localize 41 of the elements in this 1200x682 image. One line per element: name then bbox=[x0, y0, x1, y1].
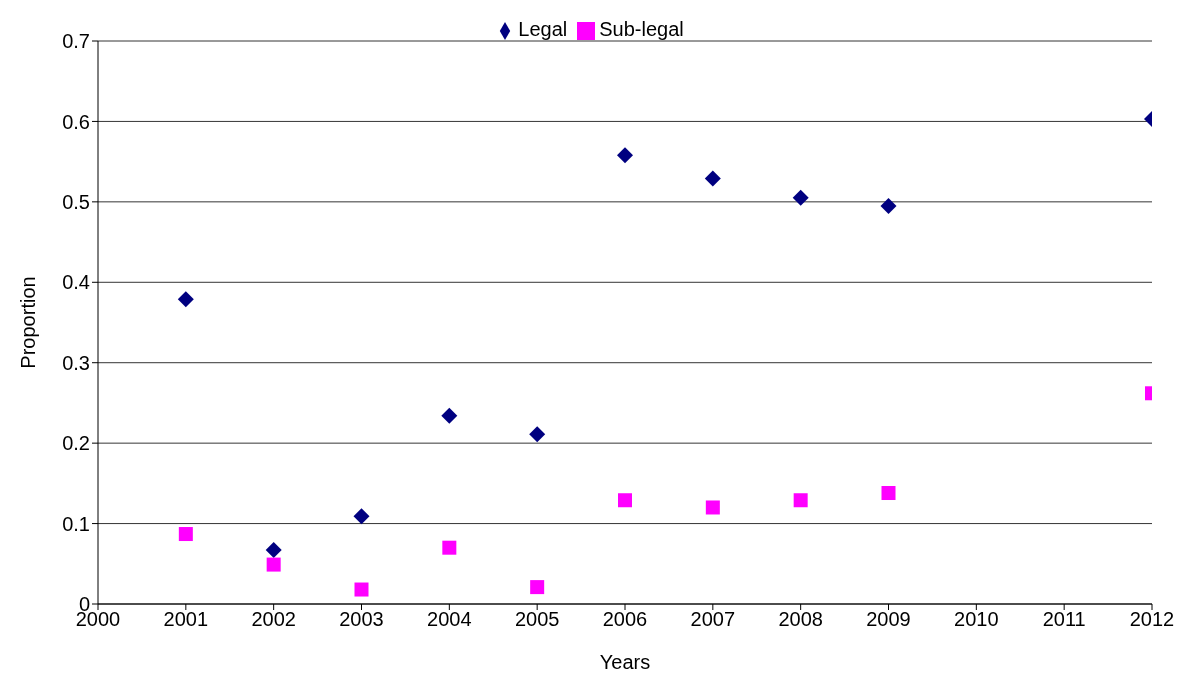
x-tick-label: 2003 bbox=[339, 608, 384, 631]
point bbox=[881, 486, 896, 501]
x-tick-label: 2012 bbox=[1129, 608, 1175, 631]
y-tick-label: 0.3 bbox=[62, 351, 90, 374]
point bbox=[177, 291, 194, 308]
x-tick-label: 2008 bbox=[778, 608, 823, 631]
y-tick-label: 0.4 bbox=[62, 271, 90, 294]
y-axis-title: Proportion bbox=[17, 276, 40, 369]
y-tick-label: 0.1 bbox=[62, 512, 90, 535]
x-tick-label: 2001 bbox=[163, 608, 209, 631]
y-tick-label: 0.6 bbox=[62, 110, 90, 133]
point bbox=[617, 147, 633, 164]
point bbox=[529, 426, 546, 443]
x-tick-label: 2009 bbox=[866, 608, 911, 631]
point bbox=[792, 189, 809, 206]
point bbox=[704, 170, 721, 187]
x-tick-label: 2002 bbox=[251, 608, 296, 631]
y-tick-label: 0.7 bbox=[62, 30, 90, 53]
point bbox=[265, 542, 282, 559]
x-tick-label: 2010 bbox=[954, 608, 999, 631]
point bbox=[178, 527, 193, 542]
legend-label: Sub-legal bbox=[599, 18, 684, 40]
x-tick-label: 2011 bbox=[1042, 608, 1086, 631]
x-tick-label: 2007 bbox=[690, 608, 736, 631]
legend-label: Legal bbox=[518, 18, 568, 40]
point bbox=[354, 582, 369, 597]
point bbox=[793, 493, 808, 508]
point bbox=[266, 557, 281, 572]
point bbox=[353, 508, 370, 525]
point bbox=[880, 197, 897, 214]
x-tick-label: 2004 bbox=[427, 608, 472, 631]
point bbox=[530, 580, 545, 595]
point bbox=[441, 407, 458, 424]
x-tick-label: 2006 bbox=[602, 608, 648, 631]
point bbox=[618, 493, 632, 508]
point bbox=[705, 500, 720, 515]
x-axis-title: Years bbox=[599, 651, 651, 673]
y-tick-label: 0.5 bbox=[62, 190, 90, 213]
y-tick-label: 0.2 bbox=[62, 432, 90, 455]
point bbox=[442, 540, 457, 555]
x-tick-label: 2005 bbox=[514, 608, 560, 631]
